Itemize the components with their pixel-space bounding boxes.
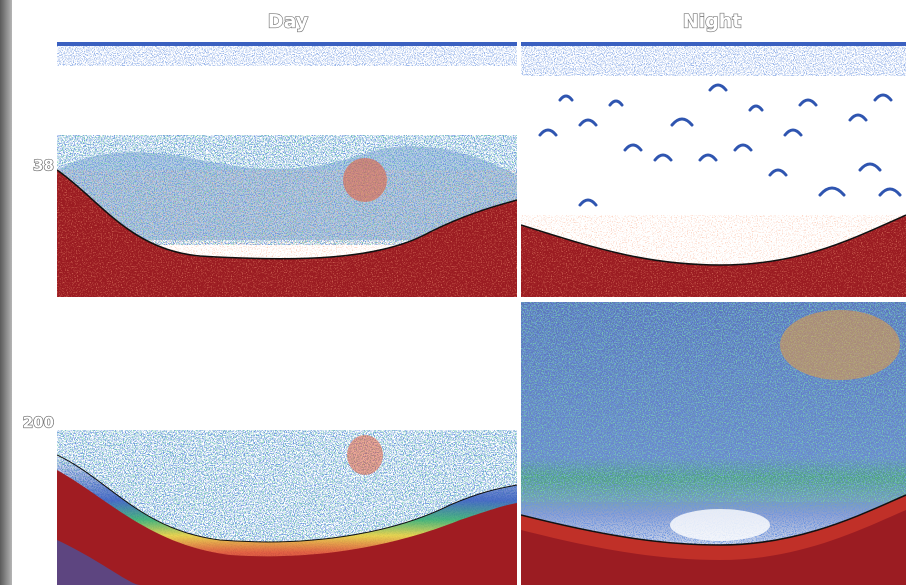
- row-label: 38: [33, 157, 54, 175]
- divider: [517, 42, 521, 585]
- panel-day-200: [57, 302, 517, 585]
- panel-day-38: [57, 42, 517, 297]
- row-label: 200: [23, 414, 54, 432]
- column-header: Night: [683, 11, 742, 33]
- side-strip: [0, 0, 12, 585]
- column-header: Day: [268, 11, 309, 33]
- divider: [57, 297, 906, 302]
- panel-night-200: [521, 302, 906, 585]
- panel-night-38: [521, 42, 906, 297]
